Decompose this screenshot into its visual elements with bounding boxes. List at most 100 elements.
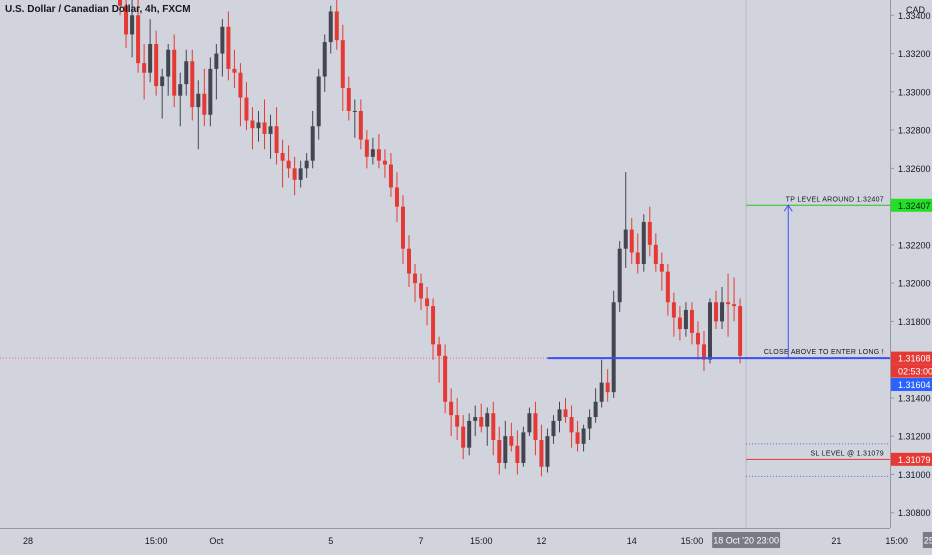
crosshair-price-label: 1.31604	[891, 378, 932, 392]
candle-body	[166, 49, 171, 77]
candle	[334, 0, 339, 50]
candle-body	[455, 415, 460, 427]
candle-body	[695, 332, 700, 345]
candle-body	[334, 11, 339, 41]
price-tick-label: 1.33000	[898, 87, 931, 97]
candle	[533, 401, 538, 456]
candle	[256, 110, 261, 142]
candle-body	[551, 420, 556, 437]
candle-body	[244, 97, 249, 121]
candle-body	[286, 160, 291, 169]
candle-body	[238, 72, 243, 98]
date-highlight-label: 18 Oct '20 23:00	[713, 536, 779, 546]
crosshair-price-label-box	[891, 378, 932, 392]
candle	[196, 80, 201, 150]
date-highlight-label: 25 Oct '20 22:00	[924, 536, 932, 546]
price-axis-background	[890, 0, 932, 550]
candle-body	[611, 302, 616, 393]
candle-body	[533, 413, 538, 440]
candle-body	[124, 5, 129, 35]
price-labels-layer: 1.32407 1.31608 02:53:00 1.31604 1.31079	[891, 198, 932, 466]
candle	[400, 195, 405, 264]
candle	[521, 426, 526, 467]
candle-body	[635, 252, 640, 264]
candle-body	[364, 139, 369, 157]
candle	[485, 407, 490, 446]
price-tick-label: 1.32600	[898, 164, 931, 174]
candle	[262, 99, 267, 150]
candle-body	[316, 76, 321, 127]
candle	[340, 24, 345, 111]
candle	[671, 292, 676, 337]
candle-body	[720, 302, 725, 322]
time-tick-label: 21	[831, 536, 841, 546]
candle	[527, 407, 532, 437]
date-highlight-box	[922, 532, 932, 548]
candle-body	[400, 206, 405, 249]
candle-body	[232, 68, 237, 73]
candle-body	[437, 344, 442, 356]
candle	[497, 426, 502, 475]
candle-body	[388, 164, 393, 188]
countdown-label-box	[891, 364, 932, 378]
candle	[563, 397, 568, 423]
arrow-head	[783, 204, 793, 212]
candle	[154, 30, 159, 96]
candle-body	[304, 160, 309, 169]
candle	[473, 405, 478, 437]
candle	[292, 156, 297, 196]
candle	[118, 0, 123, 16]
candle	[298, 160, 303, 188]
candle-body	[461, 426, 466, 448]
candle	[328, 5, 333, 54]
candle	[587, 409, 592, 440]
tp-price-label: 1.32407	[891, 198, 932, 212]
time-tick-label: 7	[419, 536, 424, 546]
candle	[599, 359, 604, 408]
price-tick-label: 1.33400	[898, 11, 931, 21]
candle	[708, 298, 712, 364]
candle-body	[328, 11, 333, 43]
candle	[629, 218, 634, 264]
candle-body	[154, 44, 159, 87]
sl-price-label: 1.31079	[891, 452, 932, 466]
candle	[304, 153, 309, 178]
candle-body	[473, 417, 478, 421]
candle	[623, 172, 628, 268]
candle-body	[617, 248, 622, 303]
candle-body	[732, 304, 737, 307]
tp-price-label-box	[891, 198, 932, 212]
candle	[551, 415, 556, 444]
candles-layer	[118, 0, 743, 477]
candle-body	[184, 61, 189, 85]
candle	[665, 264, 670, 316]
candle-body	[521, 432, 526, 463]
candle	[268, 114, 273, 159]
candle	[202, 68, 207, 127]
candle-body	[190, 61, 195, 108]
candle-body	[569, 417, 574, 433]
candle	[443, 344, 448, 414]
candle	[437, 336, 442, 383]
price-tick-label: 1.33200	[898, 49, 931, 59]
candle-body	[575, 432, 580, 444]
candle	[491, 401, 496, 456]
candle	[184, 49, 189, 96]
candle-body	[708, 302, 712, 360]
candle-body	[196, 93, 201, 108]
candle	[677, 306, 682, 341]
candle-body	[738, 306, 743, 356]
grid-layer	[0, 0, 890, 528]
candle	[575, 420, 580, 452]
candle-body	[467, 420, 472, 448]
candle-body	[208, 68, 213, 115]
candle	[515, 430, 520, 475]
countdown-label-text: 02:53:00	[898, 367, 932, 377]
price-tick-label: 1.31200	[898, 432, 931, 442]
candle	[647, 206, 652, 257]
target-arrow-1[interactable]	[783, 204, 793, 359]
candle	[539, 424, 544, 477]
